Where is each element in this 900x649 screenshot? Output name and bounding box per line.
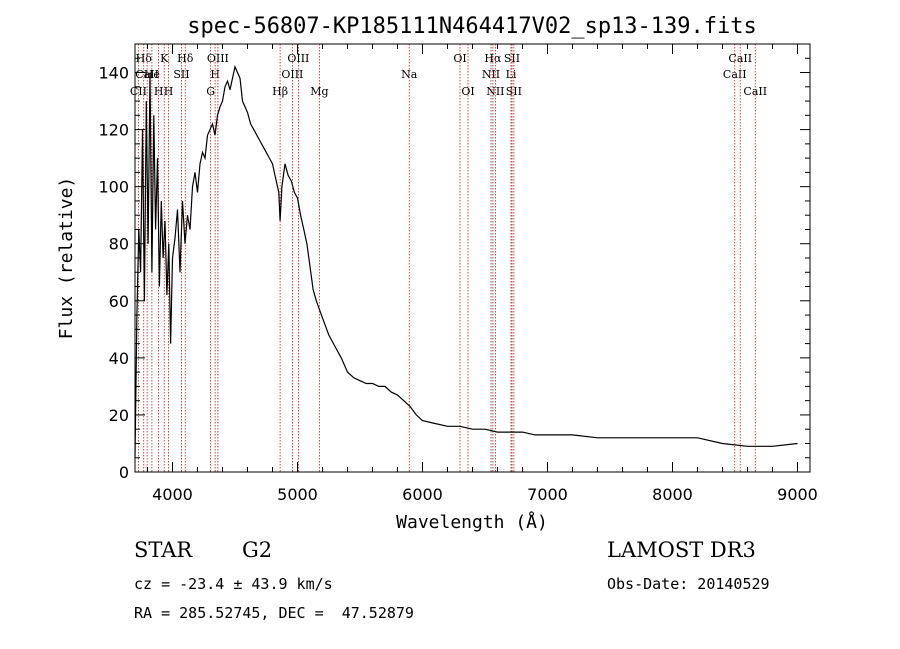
x-tick-label: 9000: [777, 485, 818, 504]
y-tick-label: 140: [98, 64, 129, 83]
spectral-line-label: Mg: [310, 85, 328, 98]
y-tick-label: 100: [98, 178, 129, 197]
y-tick-label: 60: [109, 292, 129, 311]
spectral-line-label: CaII: [743, 85, 767, 98]
spectral-line-label: OIII: [207, 52, 229, 65]
spectral-line-label: H: [210, 68, 220, 81]
spectral-line-label: CII: [130, 85, 147, 98]
x-tick-label: 4000: [152, 485, 193, 504]
y-tick-label: 120: [98, 121, 129, 140]
coordinates-text: RA = 285.52745, DEC = 47.52879: [134, 604, 414, 622]
spectral-line-label: He: [144, 68, 160, 81]
y-tick-label: 20: [109, 406, 129, 425]
spectral-line-label: K: [160, 52, 169, 65]
x-axis-label: Wavelength (Å): [396, 511, 548, 533]
spectral-line-label: Hα: [484, 52, 502, 65]
y-tick-label: 0: [119, 463, 129, 482]
spectral-line-label: SII: [173, 68, 189, 81]
x-tick-label: 5000: [277, 485, 318, 504]
object-subclass: G2: [242, 538, 273, 562]
y-tick-label: 40: [109, 349, 129, 368]
spectral-line-label: OI: [461, 85, 474, 98]
spectral-line-label: CaII: [723, 68, 747, 81]
y-tick-label: 80: [109, 235, 129, 254]
spectral-line-label: H: [154, 85, 164, 98]
spectral-line-label: Hβ: [272, 85, 288, 98]
x-tick-label: 7000: [527, 485, 568, 504]
plot-frame: [134, 43, 811, 473]
spectral-line-label: Hδ: [136, 52, 153, 65]
observation-date: Obs-Date: 20140529: [607, 575, 770, 593]
flux-series-line: [134, 64, 798, 458]
chart-title: spec-56807-KP185111N464417V02_sp13-139.f…: [187, 14, 757, 39]
spectral-line-label: NII: [486, 85, 504, 98]
spectral-line-label: Na: [401, 68, 418, 81]
redshift-text: cz = -23.4 ± 43.9 km/s: [134, 575, 333, 593]
spectral-lines-layer: CIIHδCaIIHeHKHSIIHδGHOIIIHβOIIIOIIIMgNaO…: [130, 44, 767, 472]
spectral-line-label: Li: [506, 68, 517, 81]
spectral-line-label: SII: [506, 85, 522, 98]
spectral-line-label: H: [164, 85, 174, 98]
spectral-line-label: OI: [453, 52, 466, 65]
y-axis-label: Flux (relative): [56, 177, 77, 340]
object-type: STAR: [134, 538, 193, 562]
spectral-line-label: OIII: [287, 52, 309, 65]
spectral-line-label: CaII: [728, 52, 752, 65]
spectral-line-label: NII: [482, 68, 500, 81]
survey-name: LAMOST DR3: [607, 538, 756, 562]
x-tick-label: 6000: [402, 485, 443, 504]
spectral-line-label: G: [206, 85, 215, 98]
spectral-line-label: OIII: [281, 68, 303, 81]
x-tick-label: 8000: [652, 485, 693, 504]
spectral-line-label: CaII: [135, 68, 159, 81]
spectral-line-label: Hδ: [177, 52, 194, 65]
spectral-line-label: SII: [504, 52, 520, 65]
axis-ticks-layer: 4000 5000 6000 7000 8000 9000 0 20 40 60 80 100 120 1…: [98, 44, 818, 504]
